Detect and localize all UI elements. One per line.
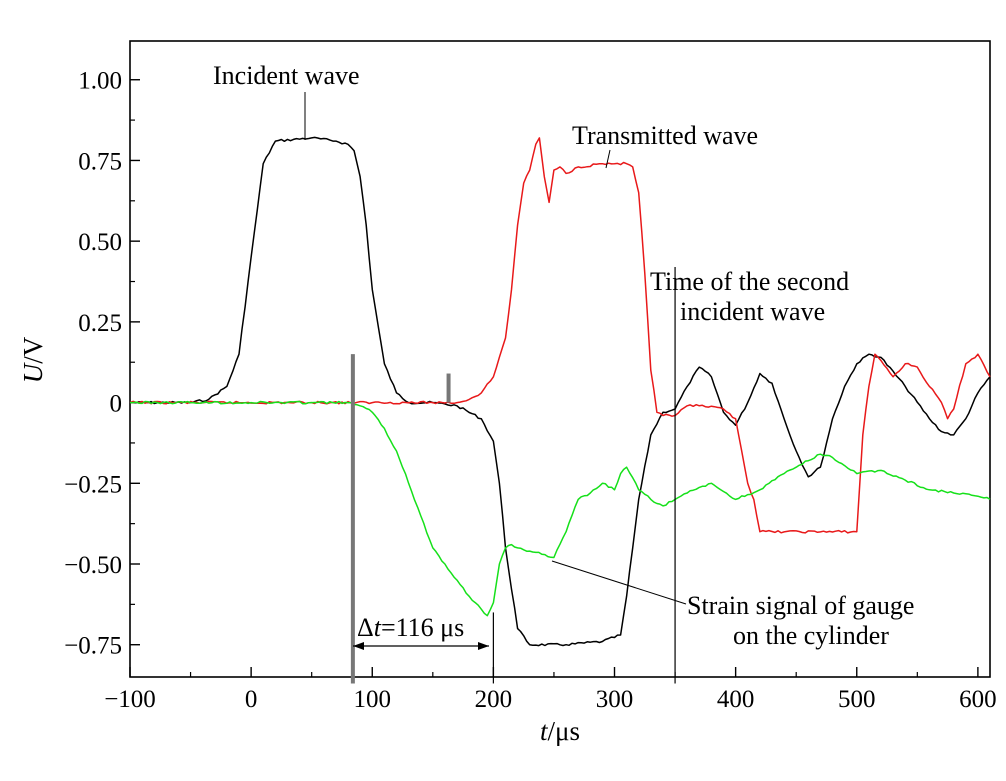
strain-signal-label-line1: Strain signal of gauge <box>687 591 914 620</box>
x-axis-var: t <box>540 716 549 746</box>
y-tick-label: 0 <box>110 391 123 418</box>
x-axis-title: t/μs <box>540 716 580 746</box>
plot-frame <box>129 40 991 678</box>
second-incident-label-line1: Time of the second <box>650 267 849 296</box>
x-tick-labels: −100 0 100 200 300 400 500 600 <box>104 686 996 713</box>
y-axis-title: U/V <box>18 336 48 383</box>
y-tick-label: 0.50 <box>78 229 122 256</box>
delta-t-arrow <box>353 642 489 650</box>
y-tick-label: −0.75 <box>64 633 122 660</box>
strain-signal-label-line2: on the cylinder <box>733 621 889 650</box>
delta-var: t <box>374 613 382 642</box>
x-tick-label: 0 <box>245 686 258 713</box>
y-tick-label: 0.25 <box>78 310 122 337</box>
series-group <box>129 136 991 647</box>
y-tick-label: 0.75 <box>78 148 122 175</box>
y-tick-labels: 1.00 0.75 0.50 0.25 0 −0.25 −0.50 −0.75 <box>64 68 122 660</box>
second-incident-label-line2: incident wave <box>680 297 825 326</box>
x-axis-unit: /μs <box>548 716 580 746</box>
delta-symbol: Δ <box>357 613 374 642</box>
x-tick-label: 600 <box>959 686 997 713</box>
y-axis-unit: /V <box>18 336 48 364</box>
delta-value: =116 μs <box>381 613 464 642</box>
x-tick-label: 200 <box>475 686 513 713</box>
y-tick-label: −0.25 <box>64 471 122 498</box>
strain-signal-line <box>130 400 991 617</box>
x-tick-label: 300 <box>596 686 634 713</box>
transmitted-leader-line <box>605 149 611 169</box>
incident-wave-label: Incident wave <box>213 61 360 90</box>
y-tick-label: 1.00 <box>78 68 122 95</box>
y-axis-var: U <box>18 362 48 383</box>
strain-leader-line <box>551 560 687 605</box>
x-tick-label: −100 <box>104 686 156 713</box>
incident-wave-line <box>130 136 991 647</box>
delta-t-label: Δt=116 μs <box>357 613 464 642</box>
time-markers <box>350 266 676 684</box>
x-tick-label: 400 <box>717 686 755 713</box>
y-tick-label: −0.50 <box>64 552 122 579</box>
x-tick-label: 500 <box>838 686 876 713</box>
transmitted-wave-label: Transmitted wave <box>572 121 758 150</box>
x-tick-label: 100 <box>354 686 392 713</box>
